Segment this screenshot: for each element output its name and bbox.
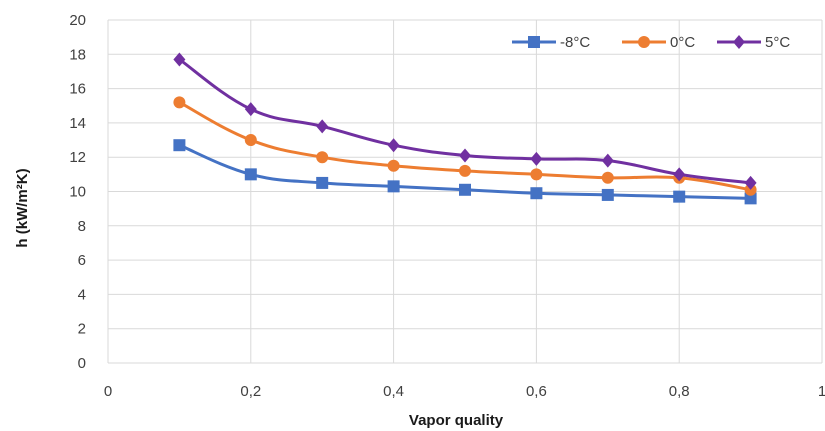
y-tick-label: 14 bbox=[69, 115, 86, 132]
y-tick-label: 2 bbox=[78, 321, 86, 338]
legend: -8°C 0°C 5°C bbox=[512, 34, 790, 51]
data-point bbox=[530, 151, 543, 166]
series-group bbox=[173, 52, 757, 205]
legend-label: 5°C bbox=[765, 34, 790, 51]
y-tick-label: 18 bbox=[69, 46, 86, 63]
x-tick-label: 0,6 bbox=[526, 383, 547, 400]
legend-label: 0°C bbox=[670, 34, 695, 51]
series-line bbox=[178, 58, 751, 185]
y-axis-ticks: 0 2 4 6 8 10 12 14 16 18 20 bbox=[69, 12, 86, 372]
x-tick-label: 0,2 bbox=[240, 383, 261, 400]
data-point bbox=[673, 167, 686, 182]
data-point bbox=[673, 190, 686, 203]
data-point bbox=[459, 164, 471, 177]
data-point bbox=[744, 192, 757, 205]
legend-label: -8°C bbox=[560, 34, 590, 51]
data-point bbox=[459, 148, 471, 163]
y-tick-label: 6 bbox=[78, 252, 86, 269]
data-point bbox=[459, 183, 471, 196]
data-point bbox=[530, 168, 543, 181]
y-tick-label: 16 bbox=[69, 81, 86, 98]
x-axis-title: Vapor quality bbox=[409, 412, 504, 429]
data-point bbox=[744, 175, 757, 190]
legend-marker bbox=[528, 36, 540, 48]
data-point bbox=[387, 138, 400, 153]
data-point bbox=[173, 96, 186, 109]
data-point bbox=[530, 187, 543, 200]
y-tick-label: 8 bbox=[78, 218, 86, 235]
y-tick-label: 12 bbox=[69, 149, 86, 166]
data-point bbox=[387, 180, 400, 193]
data-point bbox=[601, 188, 614, 201]
data-point bbox=[173, 139, 186, 152]
x-tick-label: 0,8 bbox=[669, 383, 690, 400]
y-tick-label: 4 bbox=[78, 286, 86, 303]
data-point bbox=[244, 134, 257, 147]
legend-item-1: -8°C bbox=[512, 34, 590, 51]
series-1 bbox=[173, 139, 757, 205]
data-point bbox=[316, 151, 329, 164]
legend-marker bbox=[733, 35, 745, 49]
y-tick-label: 10 bbox=[69, 184, 86, 201]
legend-item-2: 0°C bbox=[622, 34, 695, 51]
y-tick-label: 20 bbox=[69, 12, 86, 29]
data-point bbox=[601, 153, 614, 168]
data-point bbox=[244, 102, 257, 117]
data-point bbox=[601, 171, 614, 184]
x-tick-label: 0,4 bbox=[383, 383, 404, 400]
y-axis-title: h (kW/m²K) bbox=[14, 168, 31, 247]
series-3 bbox=[173, 52, 757, 190]
series-2 bbox=[173, 96, 757, 196]
data-point bbox=[387, 159, 400, 172]
x-axis-ticks: 0 0,2 0,4 0,6 0,8 1 bbox=[104, 383, 825, 400]
data-point bbox=[244, 168, 257, 181]
data-point bbox=[316, 119, 329, 134]
y-tick-label: 0 bbox=[78, 355, 86, 372]
data-point bbox=[173, 52, 186, 67]
x-tick-label: 1 bbox=[818, 383, 825, 400]
x-tick-label: 0 bbox=[104, 383, 112, 400]
data-point bbox=[316, 176, 329, 189]
legend-item-3: 5°C bbox=[717, 34, 790, 51]
legend-marker bbox=[638, 36, 650, 48]
